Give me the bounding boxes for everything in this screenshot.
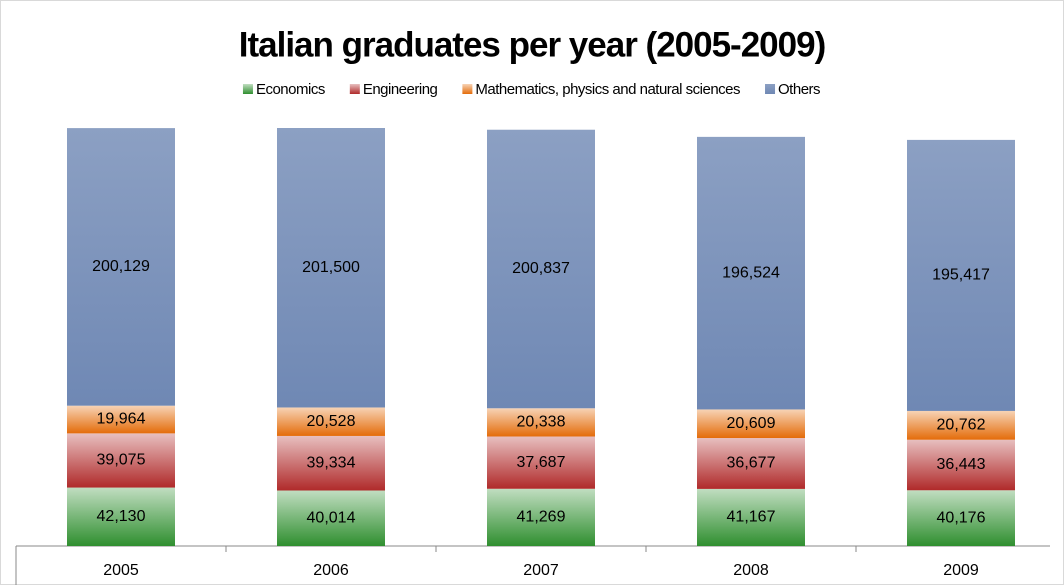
data-label: 40,014 (307, 509, 356, 526)
data-label: 41,269 (517, 509, 566, 526)
legend-label: Engineering (363, 81, 438, 98)
legend-marker (349, 84, 360, 94)
legend-label: Mathematics, physics and natural science… (475, 81, 740, 98)
data-label: 20,609 (727, 415, 776, 432)
bar-segment (907, 410, 1015, 440)
data-label: 36,443 (937, 456, 986, 473)
bar-segment (907, 139, 1015, 411)
legend-marker (462, 84, 473, 94)
data-label: 200,129 (92, 258, 150, 275)
bar-segment (697, 488, 805, 546)
data-label: 195,417 (932, 267, 990, 284)
bar-segment (277, 128, 385, 408)
bar-segment (487, 129, 595, 409)
x-tick-label: 2006 (313, 562, 349, 579)
legend-marker (242, 84, 253, 94)
bar-segment (277, 407, 385, 436)
bar-segment (907, 490, 1015, 546)
legend-marker (765, 84, 776, 94)
data-label: 37,687 (517, 454, 566, 471)
data-label: 41,167 (727, 509, 776, 526)
bar-segment (487, 436, 595, 489)
bar-segment (697, 136, 805, 410)
data-label: 201,500 (302, 259, 360, 276)
bar-segment (487, 408, 595, 437)
bar-segment (697, 409, 805, 439)
bar-segment (697, 438, 805, 489)
data-label: 200,837 (512, 260, 570, 277)
bar-segment (907, 439, 1015, 491)
legend-label: Economics (256, 81, 325, 98)
data-label: 19,964 (97, 411, 146, 428)
x-tick-label: 2005 (103, 562, 139, 579)
x-tick-label: 2008 (733, 562, 769, 579)
bar-segment (277, 435, 385, 491)
legend-label: Others (778, 81, 820, 98)
data-label: 196,524 (722, 264, 780, 281)
bar-segment (277, 490, 385, 546)
x-tick-label: 2009 (943, 562, 979, 579)
data-label: 20,528 (307, 413, 356, 430)
bar-segment (67, 487, 175, 546)
data-label: 40,176 (937, 509, 986, 526)
bar-segment (67, 128, 175, 406)
bar-segment (487, 488, 595, 546)
chart-title: Italian graduates per year (2005-2009) (239, 25, 825, 64)
data-label: 39,334 (307, 454, 356, 471)
bar-segment (67, 405, 175, 434)
data-label: 39,075 (97, 452, 146, 469)
data-label: 42,130 (97, 508, 146, 525)
bar-segment (67, 433, 175, 488)
data-label: 20,762 (937, 417, 986, 434)
data-label: 20,338 (517, 414, 566, 431)
data-label: 36,677 (727, 455, 776, 472)
x-tick-label: 2007 (523, 562, 559, 579)
